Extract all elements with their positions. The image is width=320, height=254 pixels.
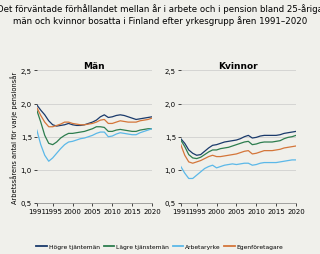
Title: Män: Män [84,61,105,70]
Text: Det förväntade förhållandet mellan år i arbete och i pension bland 25-åriga
män : Det förväntade förhållandet mellan år i … [0,4,320,26]
Y-axis label: Arbetssårens antal för varje pensionsår: Arbetssårens antal för varje pensionsår [10,71,18,203]
Title: Kvinnor: Kvinnor [219,61,258,70]
Legend: Högre tjäntemän, Lägre tjänstemän, Arbetaryrke, Egenföretagare: Högre tjäntemän, Lägre tjänstemän, Arbet… [34,241,286,251]
